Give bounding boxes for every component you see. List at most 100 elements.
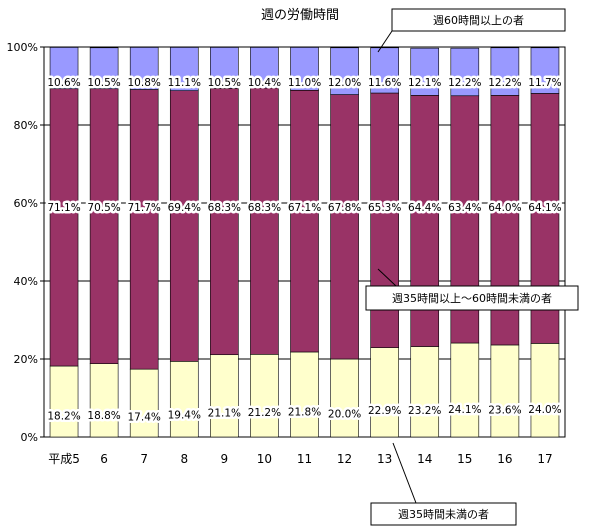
data-label: 18.8% (87, 410, 120, 422)
bar-segment (49, 88, 79, 367)
bar-segment (129, 368, 159, 438)
data-label: 64.0% (488, 202, 521, 214)
data-label: 19.4% (168, 409, 201, 421)
data-label: 17.4% (128, 412, 161, 424)
x-tick-label: 14 (417, 452, 432, 466)
bar-segment (89, 47, 119, 90)
bar-segment (410, 346, 440, 438)
data-label: 18.2% (47, 411, 80, 423)
bar-segment (169, 361, 199, 438)
bar-segment (490, 344, 520, 438)
data-label: 11.0% (288, 77, 321, 89)
data-label: 10.8% (128, 77, 161, 89)
bar-segment (250, 354, 279, 438)
y-tick-label: 40% (14, 275, 38, 288)
data-label: 12.2% (448, 77, 481, 89)
callout-box (391, 8, 566, 32)
bar-segment (250, 87, 279, 355)
y-tick-label: 100% (7, 41, 38, 54)
data-label: 64.4% (408, 202, 441, 214)
x-tick-label: 11 (297, 452, 312, 466)
data-label: 71.1% (47, 202, 80, 214)
data-label: 10.5% (87, 77, 120, 89)
bar-segment (410, 47, 440, 96)
bar-segment (89, 88, 119, 364)
data-label: 23.6% (488, 404, 521, 416)
data-label: 67.8% (328, 202, 361, 214)
bar-segment (330, 94, 359, 360)
bar-segment (49, 47, 79, 90)
x-tick-label: 7 (140, 452, 148, 466)
callout-leader (377, 268, 397, 287)
callout-box (365, 285, 579, 311)
bar-segment (89, 363, 119, 438)
bar-segment (450, 342, 480, 438)
bar-segment (169, 47, 199, 91)
data-label: 11.7% (528, 77, 561, 89)
data-label: 63.4% (448, 202, 481, 214)
bar-segment (330, 47, 359, 95)
x-tick-label: 10 (257, 452, 272, 466)
bar-segment (450, 47, 480, 97)
data-label: 21.1% (208, 407, 241, 419)
bar-segment (330, 358, 359, 438)
bar-segment (129, 47, 159, 90)
callout-box (370, 502, 517, 526)
callout-label: 週60時間以上の者 (433, 14, 524, 27)
x-tick-label: 12 (337, 452, 352, 466)
data-label: 12.1% (408, 77, 441, 89)
y-tick-label: 0% (21, 431, 38, 444)
bar-segment (129, 89, 159, 370)
data-label: 68.3% (248, 202, 281, 214)
x-tick-label: 17 (537, 452, 552, 466)
x-tick-label: 6 (100, 452, 108, 466)
bar-segment (530, 47, 560, 94)
x-tick-label: 13 (377, 452, 392, 466)
bar-segment (210, 47, 239, 89)
bar-segment (290, 47, 319, 91)
data-label: 24.1% (448, 404, 481, 416)
callout-leader (377, 30, 393, 53)
callout-label: 週35時間未満の者 (398, 508, 489, 521)
x-tick-label: 15 (457, 452, 472, 466)
data-label: 10.4% (248, 77, 281, 89)
data-label: 12.0% (328, 77, 361, 89)
bar-segment (210, 354, 239, 438)
data-label: 10.6% (47, 77, 80, 89)
x-tick-label: 9 (221, 452, 229, 466)
bar-segment (290, 89, 319, 353)
data-label: 71.7% (128, 202, 161, 214)
x-tick-label: 8 (180, 452, 188, 466)
data-label: 10.5% (208, 77, 241, 89)
data-label: 20.0% (328, 409, 361, 421)
x-tick-label: 平成5 (48, 452, 80, 466)
data-label: 22.9% (368, 405, 401, 417)
x-tick-label: 16 (497, 452, 512, 466)
data-label: 69.4% (168, 202, 201, 214)
data-label: 21.8% (288, 406, 321, 418)
callout-label: 週35時間以上～60時間未満の者 (392, 292, 552, 305)
data-label: 70.5% (87, 202, 120, 214)
bar-segment (290, 351, 319, 438)
bar-segment (169, 90, 199, 362)
bar-segment (530, 343, 560, 438)
bar-segment (370, 47, 399, 94)
data-label: 67.1% (288, 202, 321, 214)
data-label: 64.1% (528, 202, 561, 214)
bar-segment (49, 365, 79, 438)
bar-segment (370, 347, 399, 438)
bar-segment (490, 47, 520, 96)
bar-segment (250, 47, 279, 89)
callout-leader (392, 442, 417, 504)
data-label: 23.2% (408, 405, 441, 417)
data-label: 65.3% (368, 202, 401, 214)
data-label: 24.0% (528, 404, 561, 416)
data-label: 11.6% (368, 77, 401, 89)
data-label: 12.2% (488, 77, 521, 89)
y-tick-label: 60% (14, 197, 38, 210)
y-tick-label: 20% (14, 353, 38, 366)
data-label: 68.3% (208, 202, 241, 214)
bar-segment (210, 88, 239, 356)
data-label: 21.2% (248, 407, 281, 419)
